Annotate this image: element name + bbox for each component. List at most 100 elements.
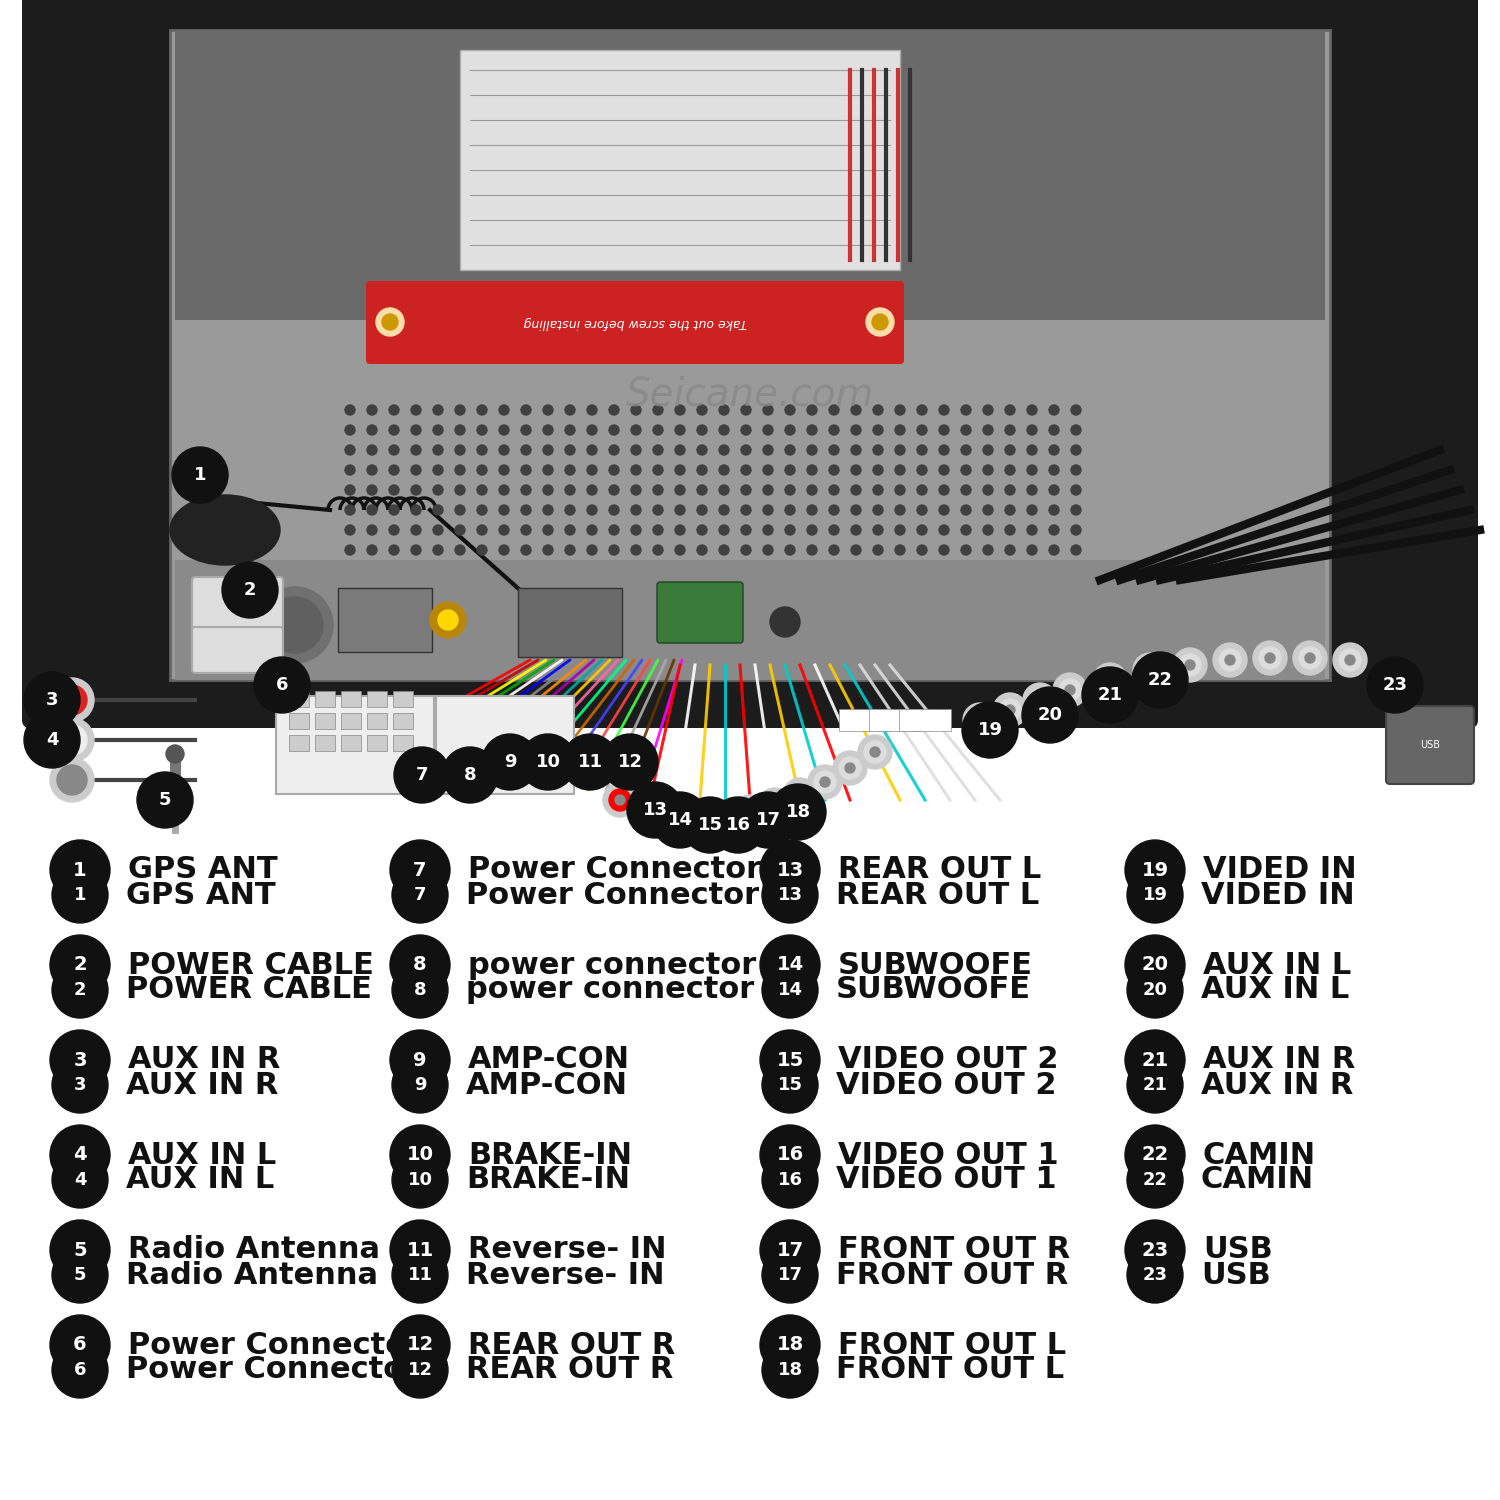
Circle shape: [586, 525, 597, 536]
Circle shape: [520, 484, 531, 495]
Circle shape: [57, 686, 87, 716]
Circle shape: [710, 796, 766, 853]
Circle shape: [430, 602, 466, 638]
Circle shape: [850, 544, 861, 555]
Circle shape: [392, 962, 448, 1018]
Circle shape: [500, 446, 508, 454]
FancyBboxPatch shape: [315, 692, 334, 706]
Text: 23: 23: [1383, 676, 1407, 694]
Circle shape: [543, 405, 554, 416]
Circle shape: [543, 484, 554, 495]
Circle shape: [609, 506, 619, 515]
FancyBboxPatch shape: [290, 692, 309, 706]
Circle shape: [368, 484, 376, 495]
Circle shape: [718, 405, 729, 416]
Circle shape: [1059, 680, 1082, 700]
Circle shape: [962, 506, 970, 515]
Circle shape: [66, 694, 78, 706]
Circle shape: [368, 405, 376, 416]
Text: 23: 23: [1142, 1240, 1168, 1260]
Text: 6: 6: [276, 676, 288, 694]
Circle shape: [454, 506, 465, 515]
Text: 3: 3: [45, 692, 58, 709]
Text: 16: 16: [726, 816, 750, 834]
Circle shape: [172, 447, 228, 503]
Circle shape: [760, 934, 820, 994]
Circle shape: [411, 506, 422, 515]
Circle shape: [784, 525, 795, 536]
Circle shape: [969, 710, 992, 730]
Circle shape: [1125, 1220, 1185, 1280]
FancyBboxPatch shape: [68, 0, 152, 82]
Circle shape: [632, 484, 640, 495]
Circle shape: [718, 465, 729, 476]
Circle shape: [500, 544, 508, 555]
Circle shape: [962, 484, 970, 495]
Circle shape: [1053, 674, 1088, 706]
Text: Power Connector: Power Connector: [126, 1356, 418, 1384]
Text: 21: 21: [1098, 686, 1122, 703]
FancyBboxPatch shape: [22, 0, 1478, 728]
Circle shape: [873, 544, 883, 555]
Circle shape: [586, 424, 597, 435]
Circle shape: [267, 597, 322, 652]
Circle shape: [1346, 656, 1354, 664]
Circle shape: [830, 424, 839, 435]
Circle shape: [368, 544, 376, 555]
Circle shape: [962, 424, 970, 435]
Circle shape: [1048, 424, 1059, 435]
Circle shape: [758, 788, 792, 822]
Circle shape: [652, 798, 687, 832]
FancyBboxPatch shape: [176, 30, 1324, 320]
Circle shape: [433, 405, 442, 416]
Text: GPS ANT: GPS ANT: [126, 880, 276, 909]
Circle shape: [830, 405, 839, 416]
Circle shape: [698, 484, 706, 495]
Circle shape: [741, 544, 752, 555]
Circle shape: [634, 800, 656, 820]
Circle shape: [477, 405, 488, 416]
Circle shape: [442, 747, 498, 802]
Text: 5: 5: [74, 1266, 86, 1284]
Circle shape: [764, 484, 772, 495]
Circle shape: [1126, 1246, 1184, 1304]
Text: 18: 18: [786, 802, 810, 820]
Circle shape: [815, 771, 836, 794]
Text: 17: 17: [777, 1240, 804, 1260]
Circle shape: [870, 747, 880, 758]
Text: USB: USB: [1203, 1236, 1272, 1264]
Circle shape: [850, 506, 861, 515]
Text: 13: 13: [777, 886, 802, 904]
Text: power connector 2: power connector 2: [468, 951, 788, 980]
Circle shape: [543, 465, 554, 476]
Circle shape: [345, 506, 355, 515]
Circle shape: [500, 405, 508, 416]
Circle shape: [939, 544, 950, 555]
Text: 10: 10: [536, 753, 561, 771]
FancyBboxPatch shape: [340, 692, 362, 706]
Circle shape: [586, 446, 597, 454]
Circle shape: [1005, 544, 1016, 555]
Circle shape: [830, 484, 839, 495]
Text: VIDEO OUT 2: VIDEO OUT 2: [836, 1071, 1056, 1100]
Circle shape: [520, 424, 531, 435]
Circle shape: [368, 465, 376, 476]
Circle shape: [962, 525, 970, 536]
Circle shape: [520, 506, 531, 515]
Circle shape: [764, 794, 786, 816]
Circle shape: [807, 405, 818, 416]
Circle shape: [939, 424, 950, 435]
Circle shape: [795, 790, 806, 800]
Circle shape: [939, 465, 950, 476]
Text: BRAKE-IN: BRAKE-IN: [468, 1140, 632, 1170]
Circle shape: [1071, 506, 1082, 515]
Circle shape: [390, 1316, 450, 1376]
Text: Radio Antenna: Radio Antenna: [128, 1236, 380, 1264]
Circle shape: [1264, 652, 1275, 663]
Circle shape: [477, 424, 488, 435]
Text: AMP-CON: AMP-CON: [468, 1046, 630, 1074]
Circle shape: [808, 765, 842, 800]
Circle shape: [1048, 465, 1059, 476]
Circle shape: [807, 484, 818, 495]
Text: REAR OUT L: REAR OUT L: [839, 855, 1041, 885]
